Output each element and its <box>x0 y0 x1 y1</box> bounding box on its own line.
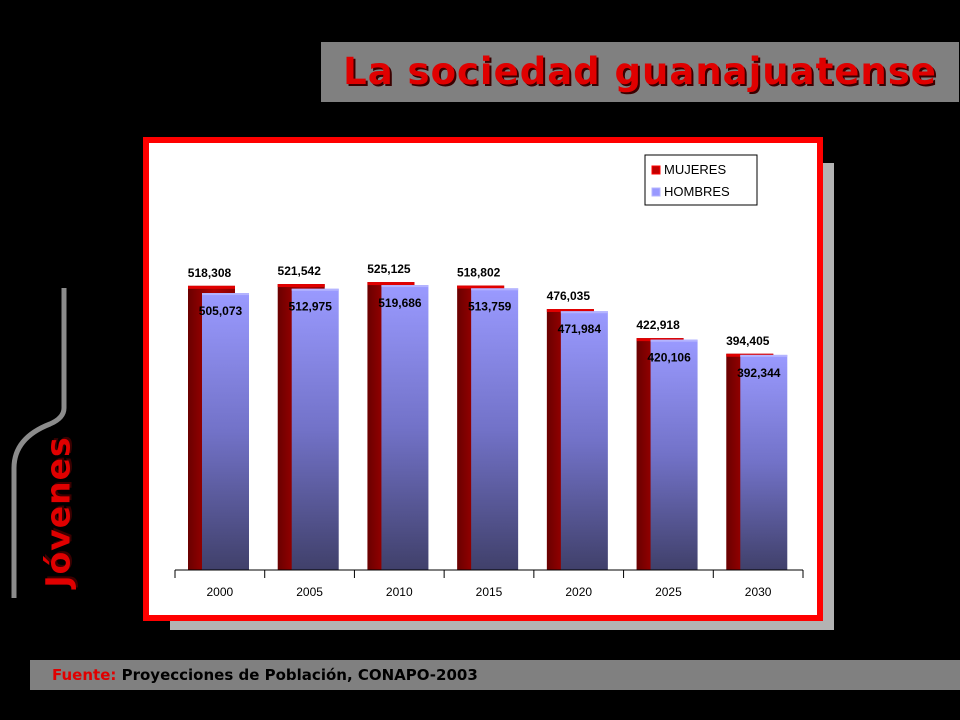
x-tick-label-2010: 2010 <box>386 585 413 599</box>
footer-label: Fuente: <box>52 666 117 684</box>
bar-mujeres-top-2020 <box>546 309 594 313</box>
legend-label-1: HOMBRES <box>664 184 730 199</box>
bar-chart: 518,308 505,073 2000 521,542 512,975 2005 525,… <box>174 154 804 599</box>
bar-hombres-2005 <box>291 288 339 570</box>
x-tick-label-2025: 2025 <box>655 585 682 599</box>
bar-mujeres-top-2005 <box>277 284 325 288</box>
data-label-hombres-2000: 505,073 <box>199 304 243 318</box>
legend <box>644 154 758 206</box>
data-label-hombres-2030: 392,344 <box>737 366 781 380</box>
bar-hombres-2025 <box>650 339 698 570</box>
x-tick-label-2005: 2005 <box>296 585 323 599</box>
x-tick-label-2030: 2030 <box>745 585 772 599</box>
x-tick-label-2000: 2000 <box>207 585 234 599</box>
bar-hombres-top-2025 <box>650 339 698 342</box>
bar-hombres-top-2030 <box>740 354 788 357</box>
legend-swatch-1 <box>651 187 661 197</box>
bar-hombres-top-2020 <box>560 311 608 314</box>
data-label-hombres-2010: 519,686 <box>378 296 422 310</box>
bar-hombres-2030 <box>740 354 788 570</box>
bar-hombres-2020 <box>560 311 608 570</box>
x-tick-label-2020: 2020 <box>565 585 592 599</box>
chart-area: 518,308 505,073 2000 521,542 512,975 2005 525,… <box>149 143 817 615</box>
bar-mujeres-top-2015 <box>457 285 505 289</box>
bar-hombres-2000 <box>202 293 249 570</box>
data-label-hombres-2020: 471,984 <box>558 322 602 336</box>
side-label: Jóvenes <box>38 436 78 588</box>
footer-bar: Fuente: Proyecciones de Población, CONAP… <box>30 660 960 690</box>
page-title: La sociedad guanajuatense <box>343 50 937 93</box>
bar-mujeres-top-2000 <box>188 285 235 289</box>
bar-hombres-top-2010 <box>381 285 429 288</box>
data-label-mujeres-2010: 525,125 <box>367 262 411 276</box>
data-label-mujeres-2020: 476,035 <box>547 289 591 303</box>
data-label-mujeres-2005: 521,542 <box>278 264 322 278</box>
bar-hombres-top-2015 <box>471 288 519 291</box>
bar-hombres-2015 <box>471 288 519 570</box>
footer: Fuente: Proyecciones de Población, CONAP… <box>52 666 478 684</box>
data-label-hombres-2025: 420,106 <box>647 351 691 365</box>
data-label-hombres-2015: 513,759 <box>468 299 512 313</box>
footer-source: Proyecciones de Población, CONAPO-2003 <box>121 666 478 684</box>
data-label-mujeres-2030: 394,405 <box>726 334 770 348</box>
data-label-mujeres-2015: 518,802 <box>457 266 501 280</box>
bar-mujeres-top-2010 <box>367 282 415 286</box>
bar-hombres-top-2005 <box>291 288 339 291</box>
data-label-mujeres-2025: 422,918 <box>636 318 680 332</box>
chart-frame: 518,308 505,073 2000 521,542 512,975 2005 525,… <box>143 137 823 621</box>
title-bar: La sociedad guanajuatense <box>321 42 959 102</box>
legend-label-0: MUJERES <box>664 162 726 177</box>
decorative-line <box>11 288 67 598</box>
data-label-mujeres-2000: 518,308 <box>188 266 232 280</box>
x-tick-label-2015: 2015 <box>476 585 503 599</box>
bar-hombres-2010 <box>381 285 429 570</box>
bar-hombres-top-2000 <box>202 293 249 296</box>
bar-mujeres-top-2025 <box>636 338 684 342</box>
legend-swatch-0 <box>651 165 661 175</box>
data-label-hombres-2005: 512,975 <box>289 300 333 314</box>
